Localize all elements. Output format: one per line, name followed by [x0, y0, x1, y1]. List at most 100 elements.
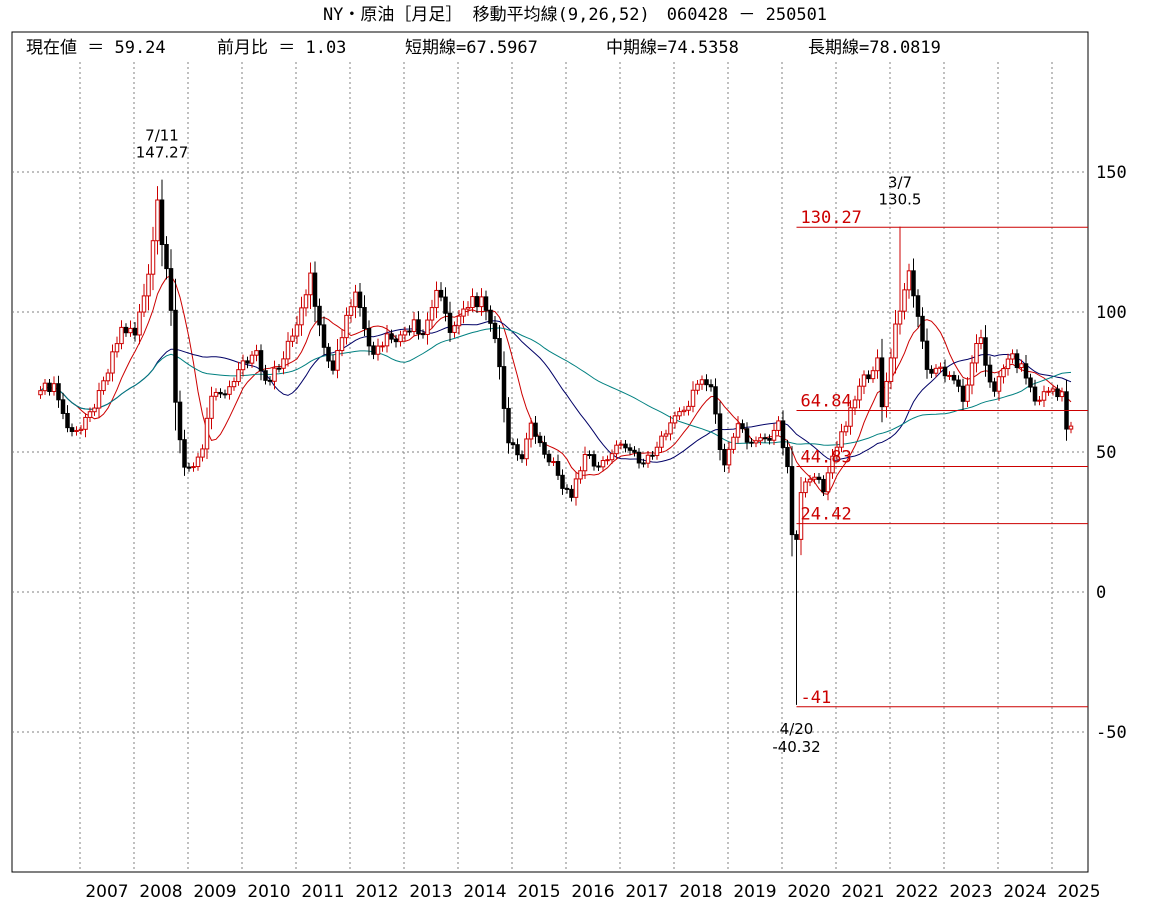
candle-body: [510, 442, 516, 446]
candle-body: [524, 438, 529, 460]
candle-body: [209, 395, 214, 419]
candle-body: [110, 351, 115, 374]
candle-body: [1005, 358, 1011, 370]
x-tick-label: 2016: [571, 882, 614, 902]
candle-body: [528, 422, 534, 440]
candle-body: [69, 427, 75, 432]
candle-body: [785, 447, 790, 468]
candle-body: [276, 367, 282, 370]
y-tick-label: 0: [1096, 583, 1106, 603]
candle-body: [353, 291, 358, 308]
candle-body: [105, 372, 111, 382]
candle-body: [47, 382, 52, 392]
candle-body: [159, 199, 165, 246]
candle-body: [474, 296, 480, 308]
candle-body: [1041, 391, 1047, 401]
candle-body: [722, 448, 727, 466]
candle-body: [582, 454, 588, 472]
candle-body: [798, 492, 804, 540]
candle-body: [429, 307, 435, 321]
x-tick-label: 2012: [355, 882, 398, 902]
moving-average-line: [40, 275, 1072, 495]
candle-body: [650, 454, 655, 457]
candle-body: [1037, 399, 1042, 402]
candle-body: [789, 466, 795, 536]
candle-body: [303, 294, 309, 309]
candle-body: [726, 448, 732, 466]
candle-body: [573, 478, 579, 498]
moving-average-line: [40, 327, 1072, 446]
candle-body: [326, 346, 331, 362]
candle-body: [735, 423, 741, 438]
candle-body: [51, 383, 57, 392]
annotation-value: 147.27: [136, 144, 189, 162]
candle-body: [146, 273, 151, 297]
candle-body: [245, 360, 250, 364]
candle-body: [200, 448, 205, 458]
candle-body: [371, 345, 376, 355]
candle-body: [618, 443, 624, 446]
candle-body: [488, 309, 493, 324]
candle-body: [213, 391, 219, 397]
candle-body: [425, 319, 430, 335]
candle-body: [938, 366, 943, 369]
candle-body: [969, 362, 975, 386]
candle-body: [758, 437, 763, 442]
candle-body: [965, 384, 970, 402]
candle-body: [258, 350, 264, 372]
candle-body: [744, 428, 750, 443]
candle-body: [920, 315, 925, 342]
candle-body: [884, 380, 889, 408]
x-tick-label: 2018: [679, 882, 722, 902]
candle-body: [375, 345, 381, 355]
candle-body: [780, 420, 786, 449]
annotation-date: 7/11: [145, 127, 179, 145]
stat-change: 前月比 ＝ 1.03: [217, 38, 346, 58]
candle-body: [672, 415, 678, 424]
candle-body: [393, 338, 399, 343]
candle-layer: [38, 179, 1074, 705]
candle-body: [956, 379, 961, 387]
candle-body: [1028, 377, 1033, 388]
candle-body: [344, 314, 349, 339]
candle-body: [452, 325, 457, 333]
candle-body: [632, 449, 637, 453]
candle-body: [609, 453, 615, 461]
candle-body: [267, 379, 273, 382]
candle-body: [155, 199, 160, 242]
stat-short-ma: 短期線=67.5967: [405, 38, 538, 58]
candle-body: [515, 444, 520, 456]
candle-body: [56, 383, 61, 401]
price-level-label: -41: [801, 688, 832, 708]
annotation-date: 3/7: [888, 174, 912, 192]
candle-body: [339, 337, 345, 352]
candle-body: [834, 446, 840, 457]
candle-body: [389, 333, 394, 340]
candle-body: [321, 324, 327, 348]
axis-layer: 150 100 50 0 -50 2007 2008 2009 2010 2011 2012 2013…: [85, 163, 1126, 902]
candle-body: [906, 270, 912, 291]
x-tick-label: 2024: [1003, 882, 1046, 902]
candle-body: [438, 289, 444, 298]
candle-body: [240, 360, 246, 371]
candle-body: [731, 436, 736, 450]
candle-body: [596, 465, 601, 468]
x-tick-label: 2014: [463, 882, 506, 902]
candle-body: [888, 357, 894, 382]
y-tick-label: 150: [1096, 163, 1127, 183]
candle-body: [60, 399, 66, 414]
x-tick-label: 2021: [841, 882, 884, 902]
candle-body: [78, 428, 84, 431]
candle-body: [1010, 353, 1015, 360]
candle-body: [848, 407, 853, 427]
candle-body: [578, 470, 583, 480]
candle-body: [119, 326, 124, 345]
candle-body: [627, 447, 633, 451]
moving-average-layer: [40, 275, 1072, 495]
candle-body: [807, 478, 813, 483]
candle-body: [317, 305, 322, 326]
candle-body: [951, 374, 957, 381]
candle-body: [285, 340, 291, 360]
candle-body: [717, 413, 723, 450]
